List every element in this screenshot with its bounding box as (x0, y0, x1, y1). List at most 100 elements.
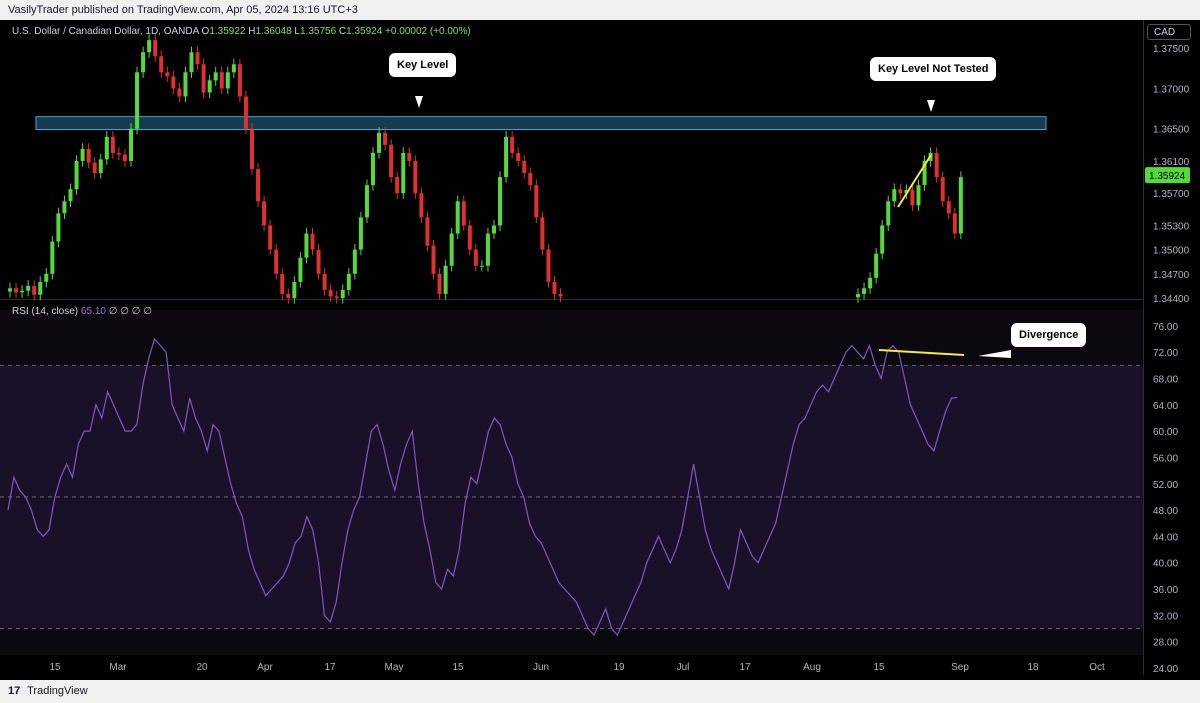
candle-body (395, 177, 400, 194)
candle-body (286, 293, 291, 298)
candle-body (880, 225, 885, 254)
rsi-tick-label: 44.00 (1153, 532, 1178, 543)
candle-body (141, 52, 146, 73)
candle-body (467, 225, 472, 250)
candle-body (952, 213, 957, 234)
tradingview-logo-icon: 17 (8, 685, 21, 697)
candle-body (946, 201, 951, 214)
time-tick-label: 15 (49, 662, 61, 673)
price-tick-label: 1.35300 (1153, 221, 1190, 232)
candle-body (201, 64, 206, 93)
candle-body (14, 288, 19, 293)
candle-body (413, 160, 418, 194)
candle-body (189, 52, 194, 73)
candle-body (159, 56, 164, 73)
divergence-callout: Divergence (1011, 323, 1087, 347)
time-tick-label: 18 (1027, 662, 1039, 673)
candle-body (62, 201, 67, 214)
candle-body (231, 64, 236, 73)
candle-body (868, 277, 873, 289)
key-level-callout: Key Level (389, 53, 457, 77)
key-level-zone-layer (35, 116, 1047, 131)
key-level-zone (35, 116, 1047, 131)
candle-body (504, 136, 509, 178)
candle-body (243, 96, 248, 129)
time-tick-label: 15 (873, 662, 885, 673)
candle-body (552, 281, 557, 294)
close-label: C (338, 26, 347, 37)
rsi-label: RSI (14, close) (12, 306, 79, 317)
candle-body (922, 160, 927, 186)
candle-body (401, 152, 406, 194)
rsi-tick-label: 32.00 (1153, 611, 1178, 622)
candle-body (371, 152, 375, 186)
candle-body (364, 185, 369, 218)
candle-body (237, 64, 242, 97)
high-value: 1.36048 (255, 26, 292, 37)
close-value: 1.35924 (346, 26, 383, 37)
candle-body (219, 72, 224, 89)
candle-body (358, 217, 363, 250)
candle-body (68, 189, 73, 202)
chart-canvas[interactable]: 1.37500 1.37000 1.36500 1.36100 1.35700 1.353… (0, 20, 1200, 678)
price-tick-label: 1.35700 (1153, 189, 1190, 200)
time-tick-label: 20 (196, 662, 208, 673)
candle-body (904, 190, 909, 194)
candle-body (135, 72, 140, 129)
candle-body (492, 225, 496, 234)
candle-body (874, 253, 879, 278)
candle-body (304, 233, 309, 258)
current-price-badge (1145, 167, 1190, 184)
rsi-line-layer (7, 337, 958, 637)
candle-body (322, 273, 327, 290)
candle-body (886, 201, 891, 226)
candle-body (32, 285, 37, 295)
time-tick-label: Jul (677, 662, 690, 673)
candle-body (20, 290, 25, 293)
candle-body (153, 40, 158, 57)
candle-body (898, 189, 903, 194)
price-tick-label: 1.35000 (1153, 246, 1190, 257)
candle-body (958, 177, 963, 234)
candles-layer (8, 34, 963, 304)
candle-body (443, 265, 448, 294)
candle-body (498, 177, 503, 226)
candle-body (74, 160, 79, 190)
rsi-tick-label: 68.00 (1153, 375, 1178, 386)
currency-badge[interactable]: CAD (1147, 24, 1191, 40)
candle-body (250, 128, 254, 170)
low-value: 1.35756 (299, 26, 337, 37)
candle-body (110, 136, 115, 153)
key-level-pointer (415, 96, 423, 108)
low-label: L (294, 26, 300, 37)
candle-body (147, 40, 152, 53)
candle-body (171, 76, 176, 89)
rsi-tick-label: 76.00 (1153, 322, 1178, 333)
candle-body (862, 288, 867, 294)
time-tick-label: Aug (803, 662, 821, 673)
candle-body (262, 201, 267, 226)
candle-body (38, 281, 43, 295)
candle-body (274, 249, 279, 274)
candle-body (383, 132, 388, 145)
time-axis: 15 Mar 20 Apr 17 May 15 Jun 19 Jul 17 Aug 15 Sep 18 Oct (49, 662, 1105, 673)
time-tick-label: Jun (533, 662, 549, 673)
change-value: +0.00002 (+0.00%) (385, 26, 471, 37)
candle-body (425, 217, 430, 246)
price-tick-label: 1.37500 (1153, 44, 1190, 55)
current-price-label: 1.35924 (1149, 171, 1186, 182)
candle-body (280, 273, 285, 294)
candle-body (340, 289, 345, 298)
time-tick-label: 17 (324, 662, 336, 673)
rsi-axis: 76.00 72.00 68.00 64.00 60.00 56.00 52.00 48.00… (1153, 322, 1178, 675)
candle-body (546, 249, 551, 282)
candle-body (540, 217, 545, 250)
price-trend-line (897, 154, 932, 208)
price-tick-label: 1.36500 (1153, 125, 1190, 136)
candle-body (346, 273, 351, 290)
candle-body (461, 201, 466, 226)
candle-body (56, 213, 61, 242)
candle-body (177, 88, 182, 97)
candle-body (334, 296, 339, 298)
rsi-tick-label: 64.00 (1153, 401, 1178, 412)
